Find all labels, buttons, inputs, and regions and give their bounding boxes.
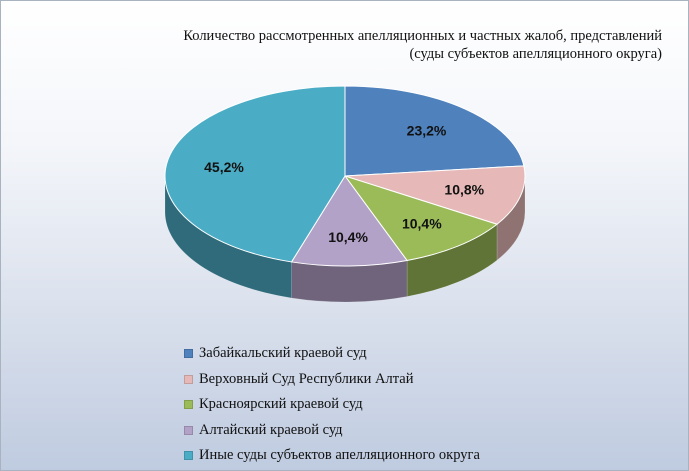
pie-slice-altai-krai <box>290 175 408 267</box>
legend-swatch-altai-krai <box>184 425 193 435</box>
legend-item-altai-republic: Верховный Суд Республики Алтай <box>184 367 480 393</box>
legend-label-altai-krai: Алтайский краевой суд <box>199 421 343 438</box>
data-label-other-courts: 45,2% <box>204 159 244 175</box>
legend-label-krasnoyarsk: Красноярский краевой суд <box>199 396 363 413</box>
legend-swatch-zabaikalsky <box>184 349 193 359</box>
pie-slice-zabaikalsky <box>344 85 525 177</box>
pie-slice-krasnoyarsk <box>343 175 499 262</box>
legend-item-altai-krai: Алтайский краевой суд <box>184 418 480 444</box>
data-label-altai-krai: 10,4% <box>328 229 368 245</box>
pie-side-altai-krai <box>291 260 408 303</box>
legend-swatch-other-courts <box>184 451 193 461</box>
pie-slice-other-courts <box>164 85 346 263</box>
legend-label-other-courts: Иные суды субъектов апелляционного округ… <box>199 447 480 464</box>
legend-label-zabaikalsky: Забайкальский краевой суд <box>199 345 367 362</box>
data-label-altai-republic: 10,8% <box>444 182 484 198</box>
data-label-krasnoyarsk: 10,4% <box>402 216 442 232</box>
legend-swatch-krasnoyarsk <box>184 400 193 410</box>
data-label-zabaikalsky: 23,2% <box>407 122 447 138</box>
legend-item-zabaikalsky: Забайкальский краевой суд <box>184 341 480 367</box>
pie-slice-altai-republic <box>344 165 526 225</box>
legend-item-krasnoyarsk: Красноярский краевой суд <box>184 392 480 418</box>
legend-item-other-courts: Иные суды субъектов апелляционного округ… <box>184 443 480 469</box>
chart-title: Количество рассмотренных апелляционных и… <box>102 27 662 63</box>
legend-label-altai-republic: Верховный Суд Республики Алтай <box>199 370 414 387</box>
chart-title-line-1: Количество рассмотренных апелляционных и… <box>183 28 662 44</box>
chart-title-line-2: (суды субъектов апелляционного округа) <box>409 46 662 62</box>
legend: Забайкальский краевой суд Верховный Суд Р… <box>184 341 480 469</box>
legend-swatch-altai-republic <box>184 374 193 384</box>
